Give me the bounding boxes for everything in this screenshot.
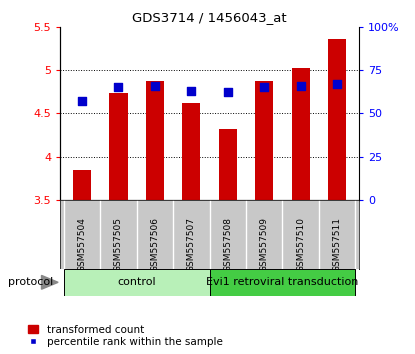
Text: protocol: protocol [8, 277, 54, 287]
Bar [182, 103, 200, 200]
Point [188, 88, 195, 93]
Legend: transformed count, percentile rank within the sample: transformed count, percentile rank withi… [26, 322, 225, 349]
Polygon shape [42, 275, 58, 289]
Bar [110, 93, 127, 200]
Bar [292, 68, 310, 200]
Bar [255, 81, 273, 200]
Bar [328, 39, 346, 200]
Point [79, 98, 85, 104]
Bar [219, 129, 237, 200]
Text: control: control [117, 277, 156, 287]
Point [298, 83, 304, 88]
Bar [73, 170, 91, 200]
Bar [210, 269, 355, 296]
Point [225, 90, 231, 95]
Point [334, 81, 340, 87]
Bar [64, 269, 210, 296]
Point [115, 85, 122, 90]
Bar [146, 81, 164, 200]
Text: Evi1 retroviral transduction: Evi1 retroviral transduction [206, 277, 359, 287]
Point [151, 83, 158, 88]
Title: GDS3714 / 1456043_at: GDS3714 / 1456043_at [132, 11, 287, 24]
Point [261, 85, 268, 90]
